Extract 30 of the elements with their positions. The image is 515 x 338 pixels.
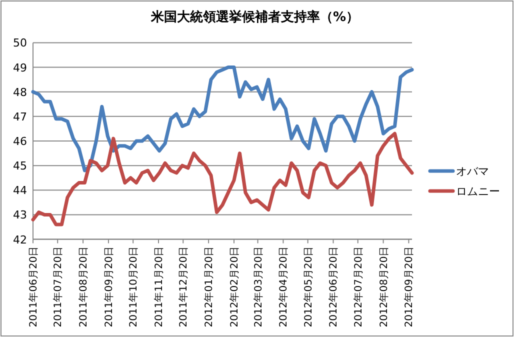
y-tick-label: 43 [13,208,27,222]
y-tick-label: 49 [13,61,27,74]
y-tick-label: 45 [13,160,27,173]
legend-label: ロムニー [456,185,500,198]
y-tick-label: 48 [13,86,27,99]
x-tick-label: 2012年08月20日 [378,246,390,328]
x-tick-label: 2012年03月20日 [252,246,264,328]
y-tick-label: 44 [13,184,27,198]
line-series [31,132,414,226]
x-tick-label: 2012年05月20日 [302,246,314,328]
x-tick-label: 2012年07月20日 [352,246,364,328]
legend-label: オバマ [456,165,489,178]
x-tick-label: 2011年07月20日 [52,246,64,328]
x-tick-label: 2012年09月20日 [403,246,416,328]
y-tick-label: 50 [13,36,27,50]
x-tick-label: 2012年01月20日 [203,246,216,328]
x-tick-label: 2011年09月20日 [102,246,115,328]
y-tick-label: 47 [13,110,27,124]
x-tick-label: 2011年10月20日 [128,246,140,328]
x-tick-label: 2011年08月20日 [78,246,90,328]
x-tick-label: 2012年02月20日 [228,246,240,328]
x-tick-label: 2011年12月20日 [178,246,190,328]
y-tick-label: 42 [13,233,27,246]
x-tick-label: 2012年04月20日 [278,246,290,328]
x-tick-label: 2011年11月20日 [153,246,166,328]
y-tick-label: 46 [13,135,27,148]
x-tick-label: 2012年06月20日 [328,246,340,328]
line-series [31,66,414,172]
chart-title: 米国大統領選挙候補者支持率（%） [150,9,360,25]
x-tick-label: 2011年06月20日 [28,246,40,328]
